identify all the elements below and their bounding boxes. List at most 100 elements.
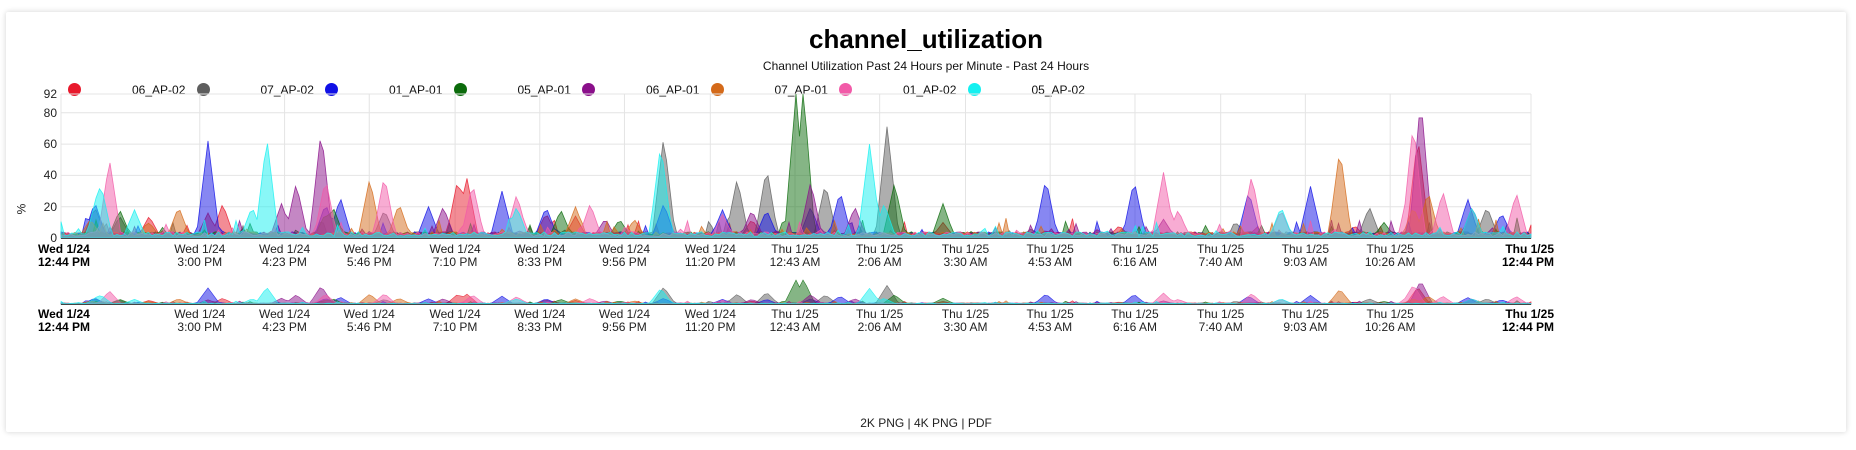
x-tick-date: Thu 1/25 (1505, 242, 1554, 256)
x-tick-time: 2:06 AM (857, 255, 902, 269)
x-tick-date: Wed 1/24 (343, 242, 395, 256)
export-pdf-link[interactable]: PDF (967, 416, 992, 430)
x-tick-time: 9:03 AM (1283, 255, 1328, 269)
y-tick-label: 20 (43, 199, 57, 214)
y-tick-label: 92 (43, 87, 57, 101)
x-tick-time: 4:53 AM (1028, 320, 1073, 334)
x-tick-date: Thu 1/25 (1505, 307, 1554, 321)
x-tick-time: 5:46 PM (346, 255, 392, 269)
x-tick-date: Thu 1/25 (1196, 242, 1245, 256)
x-tick-time: 6:16 AM (1112, 320, 1157, 334)
navigator-x-tick-label: Wed 1/24 4:23 PM (240, 308, 330, 334)
x-tick-date: Thu 1/25 (855, 242, 904, 256)
y-tick-label: 0 (50, 231, 57, 245)
x-tick-date: Wed 1/24 (38, 307, 90, 321)
x-tick-label: Wed 1/24 9:56 PM (579, 243, 669, 269)
x-tick-label: Wed 1/24 11:20 PM (665, 243, 755, 269)
x-tick-date: Thu 1/25 (1196, 307, 1245, 321)
navigator-x-tick-label: Wed 1/24 9:56 PM (579, 308, 669, 334)
x-tick-date: Thu 1/25 (1111, 242, 1159, 256)
x-tick-date: Thu 1/25 (1281, 242, 1330, 256)
navigator-x-tick-label: Thu 1/25 10:26 AM (1345, 308, 1435, 334)
chart-title: channel_utilization (808, 24, 1044, 54)
legend-swatch (453, 83, 467, 96)
x-tick-time: 4:53 AM (1028, 255, 1073, 269)
x-tick-date: Wed 1/24 (343, 307, 395, 321)
x-tick-time: 12:44 PM (1501, 255, 1554, 269)
x-tick-date: Wed 1/24 (598, 307, 651, 321)
x-tick-time: 7:10 PM (432, 255, 478, 269)
navigator-x-tick-label: Thu 1/25 3:30 AM (920, 308, 1010, 334)
x-tick-time: 10:26 AM (1364, 320, 1416, 334)
x-tick-time: 9:03 AM (1283, 320, 1328, 334)
export-separator: | (904, 416, 914, 430)
x-tick-time: 4:23 PM (262, 320, 307, 334)
x-tick-label: Thu 1/25 7:40 AM (1176, 243, 1266, 269)
x-tick-date: Thu 1/25 (941, 307, 990, 321)
x-tick-time: 3:30 AM (943, 255, 988, 269)
chart-panel: channel_utilization Channel Utilization … (6, 12, 1846, 432)
x-tick-time: 4:23 PM (262, 255, 307, 269)
x-tick-date: Thu 1/25 (1366, 242, 1414, 256)
x-tick-time: 3:00 PM (177, 320, 223, 334)
x-tick-time: 12:43 AM (769, 320, 821, 334)
x-tick-label: Wed 1/24 8:33 PM (495, 243, 585, 269)
x-tick-label: Thu 1/25 4:53 AM (1005, 243, 1095, 269)
x-tick-label: Thu 1/25 3:30 AM (920, 243, 1010, 269)
navigator-x-tick-label: Thu 1/25 4:53 AM (1005, 308, 1095, 334)
x-tick-time: 9:56 PM (602, 320, 647, 334)
x-tick-date: Wed 1/24 (514, 242, 566, 256)
x-tick-label: Wed 1/24 12:44 PM (38, 243, 128, 269)
x-tick-time: 8:33 PM (517, 255, 563, 269)
x-tick-date: Thu 1/25 (855, 307, 904, 321)
legend-swatch (839, 83, 852, 96)
x-tick-date: Wed 1/24 (514, 307, 566, 321)
x-tick-label: Thu 1/25 10:26 AM (1345, 243, 1435, 269)
x-tick-time: 8:33 PM (517, 320, 563, 334)
navigator-series-area (60, 287, 1532, 305)
x-tick-time: 7:40 AM (1198, 255, 1243, 269)
y-tick-label: 80 (43, 105, 57, 120)
legend-swatch (196, 83, 210, 96)
x-tick-time: 6:16 AM (1112, 255, 1157, 269)
navigator-x-tick-label: Wed 1/24 3:00 PM (155, 308, 245, 334)
x-tick-time: 12:44 PM (38, 255, 91, 269)
x-tick-label: Thu 1/25 12:44 PM (1464, 243, 1554, 269)
legend-swatch (582, 83, 595, 96)
navigator-x-tick-label: Thu 1/25 9:03 AM (1260, 308, 1350, 334)
x-tick-time: 12:43 AM (769, 255, 821, 269)
navigator-x-tick-label: Thu 1/25 12:44 PM (1464, 308, 1554, 334)
legend-swatch (710, 83, 724, 96)
x-tick-date: Thu 1/25 (1366, 307, 1414, 321)
export-links: 2K PNG | 4K PNG | PDF (6, 416, 1846, 430)
chart-subtitle: Channel Utilization Past 24 Hours per Mi… (762, 59, 1090, 73)
x-tick-time: 9:56 PM (602, 255, 647, 269)
chart-svg (60, 93, 1532, 305)
x-tick-time: 3:30 AM (943, 320, 988, 334)
x-tick-date: Thu 1/25 (1026, 242, 1074, 256)
x-tick-time: 12:44 PM (1501, 320, 1554, 334)
x-tick-date: Thu 1/25 (771, 307, 819, 321)
navigator-x-tick-label: Wed 1/24 12:44 PM (38, 308, 128, 334)
x-tick-time: 7:40 AM (1198, 320, 1243, 334)
x-tick-time: 11:20 PM (685, 255, 736, 269)
x-tick-date: Thu 1/25 (941, 242, 990, 256)
x-tick-label: Wed 1/24 7:10 PM (410, 243, 500, 269)
navigator-x-tick-label: Wed 1/24 5:46 PM (324, 308, 414, 334)
x-tick-label: Wed 1/24 5:46 PM (324, 243, 414, 269)
x-tick-date: Thu 1/25 (1026, 307, 1074, 321)
x-tick-date: Wed 1/24 (598, 242, 651, 256)
export-2k-png-link[interactable]: 2K PNG (860, 416, 905, 430)
x-tick-time: 5:46 PM (346, 320, 392, 334)
export-separator: | (958, 416, 968, 430)
navigator-x-tick-label: Wed 1/24 8:33 PM (495, 308, 585, 334)
x-tick-label: Wed 1/24 4:23 PM (240, 243, 330, 269)
navigator-x-tick-label: Wed 1/24 7:10 PM (410, 308, 500, 334)
navigator-x-tick-label: Wed 1/24 11:20 PM (665, 308, 755, 334)
x-tick-time: 10:26 AM (1364, 255, 1416, 269)
x-tick-time: 7:10 PM (432, 320, 478, 334)
y-tick-label: 60 (43, 137, 57, 152)
export-4k-png-link[interactable]: 4K PNG (914, 416, 959, 430)
x-tick-label: Thu 1/25 12:43 AM (750, 243, 840, 269)
series-area (60, 143, 1532, 239)
